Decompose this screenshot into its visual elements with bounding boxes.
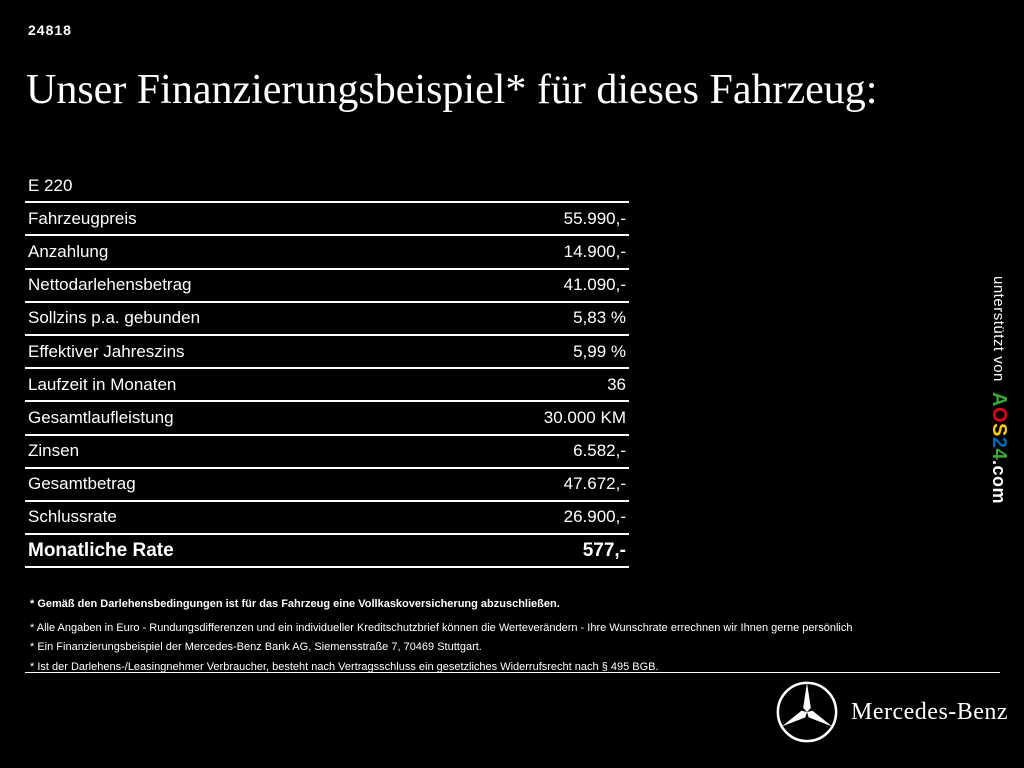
row-label: Anzahlung [28,241,109,261]
row-value: 5,99 % [573,341,626,361]
row-value: 6.582,- [573,441,626,461]
table-row: Sollzins p.a. gebunden 5,83 % [25,303,629,336]
total-label: Monatliche Rate [28,539,174,561]
row-label: Nettodarlehensbetrag [28,275,192,295]
reference-number: 24818 [28,22,72,38]
page-title: Unser Finanzierungsbeispiel* für dieses … [26,67,878,113]
table-row: Effektiver Jahreszins 5,99 % [25,336,629,370]
footnote: * Gemäß den Darlehensbedingungen ist für… [30,598,560,610]
row-value: 5,83 % [573,308,626,328]
brand-block: Mercedes-Benz [775,680,1008,744]
row-value: 36 [607,374,626,394]
table-row: Fahrzeugpreis 55.990,- [25,203,629,237]
row-value: 41.090,- [563,275,626,295]
footnotes: * Gemäß den Darlehensbedingungen ist für… [30,598,995,680]
row-value: 47.672,- [563,474,626,494]
mercedes-star-icon [776,681,838,743]
row-label: Gesamtlaufleistung [28,407,174,427]
aos24-domain-suffix: .com [989,460,1009,505]
row-label: Effektiver Jahreszins [28,341,185,361]
bottom-divider [25,672,1000,673]
row-label: Zinsen [28,441,80,461]
row-value: 30.000 KM [543,407,626,427]
table-row: Laufzeit in Monaten 36 [25,369,629,403]
supported-by-label: unterstützt von [990,276,1007,382]
row-value: 14.900,- [563,241,626,261]
finance-table: E 220 Fahrzeugpreis 55.990,- Anzahlung 1… [25,170,629,569]
row-label: Laufzeit in Monaten [28,374,177,394]
aos24-logo: AOS24 [988,391,1010,460]
row-label: Fahrzeugpreis [28,208,137,228]
table-row: Schlussrate 26.900,- [25,502,629,536]
row-label: Schlussrate [28,507,117,527]
brand-name: Mercedes-Benz [851,698,1009,725]
table-row: Gesamtlaufleistung 30.000 KM [25,402,629,436]
total-value: 577,- [582,539,626,561]
row-value: 26.900,- [563,507,626,527]
footnote: * Alle Angaben in Euro - Rundungsdiffere… [30,622,853,635]
table-row-model: E 220 [25,170,629,204]
table-row: Anzahlung 14.900,- [25,236,629,270]
supported-by-strip: unterstützt von AOS24 .com [987,276,1010,504]
table-row: Zinsen 6.582,- [25,436,629,469]
footnote: * Ein Finanzierungsbeispiel der Mercedes… [30,641,482,654]
footnote: * Ist der Darlehens-/Leasingnehmer Verbr… [30,660,659,673]
row-value: 55.990,- [563,208,626,228]
row-label: Sollzins p.a. gebunden [28,308,201,328]
table-row: Gesamtbetrag 47.672,- [25,469,629,502]
model-label: E 220 [28,175,73,195]
table-row-monthly-rate: Monatliche Rate 577,- [25,535,629,569]
table-row: Nettodarlehensbetrag 41.090,- [25,270,629,303]
row-label: Gesamtbetrag [28,474,136,494]
